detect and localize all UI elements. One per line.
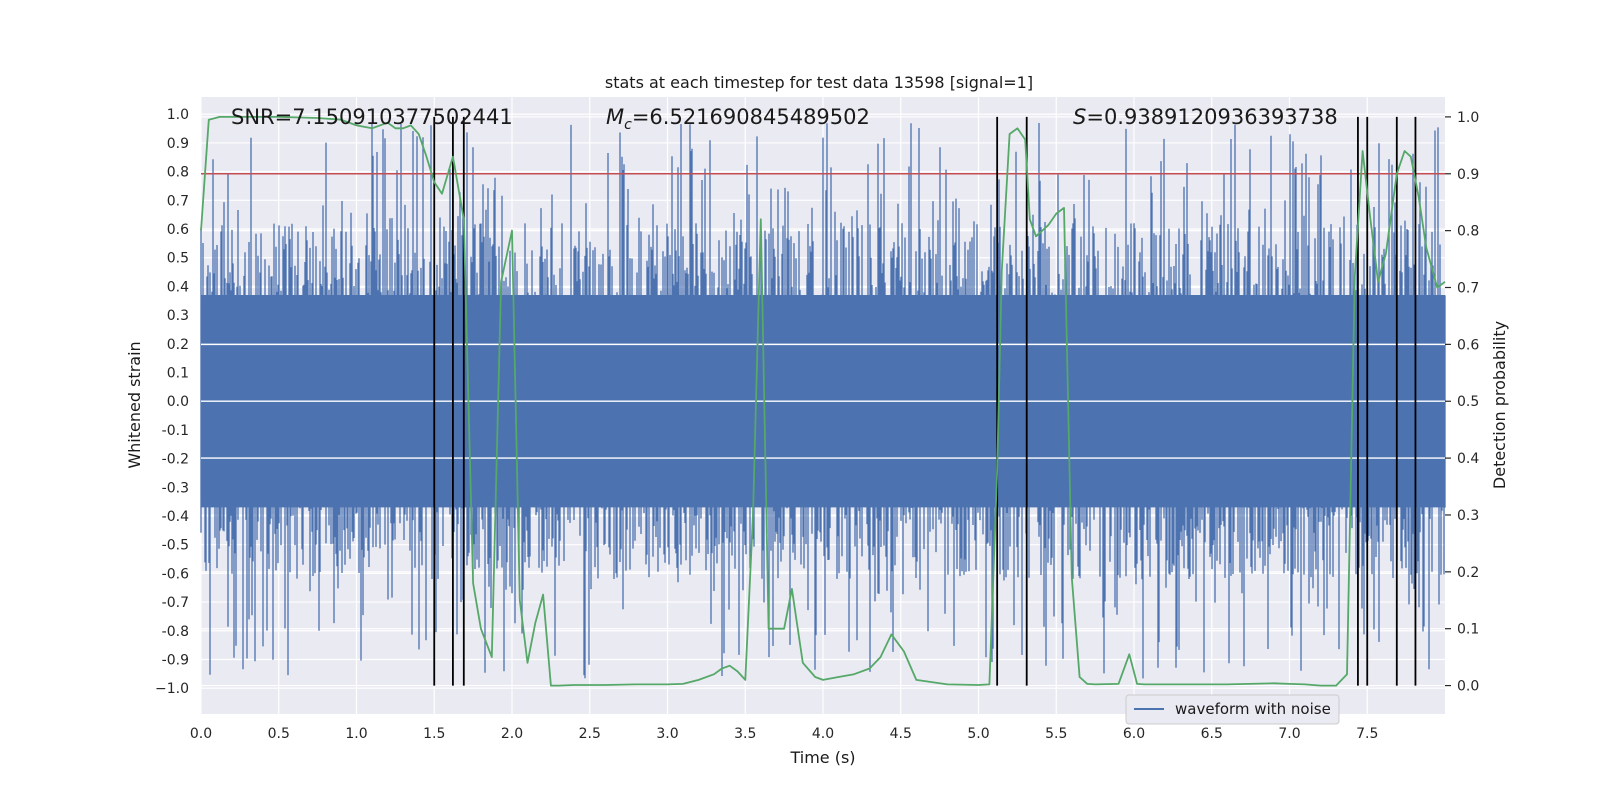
y-left-tick-label-14: -0.4 <box>162 509 189 525</box>
y-left-tick-label-15: -0.5 <box>162 538 189 554</box>
x-axis-ticks: 0.0 0.5 1.0 1.5 2.0 2.5 3.0 3.5 4.0 4.5 5.0 5.5 6.0 6… <box>190 726 1379 742</box>
y-left-tick-label-13: -0.3 <box>162 480 189 496</box>
vertical-marker-lines <box>433 116 1417 686</box>
x-tick-label-13: 6.5 <box>1201 726 1223 742</box>
x-tick-label-4: 2.0 <box>501 726 523 742</box>
annotation-chirp-mass-subscript: c <box>624 117 632 133</box>
annotation-chirp-mass-symbol: M <box>606 105 624 129</box>
y-right-tick-label-8: 0.2 <box>1457 565 1479 581</box>
annotation-snr: SNR=7.150910377502441 <box>231 105 513 129</box>
y-right-tick-label-5: 0.5 <box>1457 394 1479 410</box>
y-right-tick-label-6: 0.4 <box>1457 451 1479 467</box>
x-tick-label-15: 7.5 <box>1356 726 1378 742</box>
y-left-tick-label-1: 0.9 <box>167 136 189 152</box>
y-left-tick-label-17: -0.7 <box>162 595 189 611</box>
y-left-tick-label-3: 0.7 <box>167 193 189 209</box>
y-left-tick-label-8: 0.2 <box>167 337 189 353</box>
y-right-tick-label-3: 0.7 <box>1457 281 1479 297</box>
x-tick-label-14: 7.0 <box>1278 726 1300 742</box>
y-axis-right-ticks: 1.0 0.9 0.8 0.7 0.6 0.5 0.4 0.3 0.2 0.1 0.0 <box>1445 110 1479 695</box>
y-right-tick-label-4: 0.6 <box>1457 337 1479 353</box>
y-left-tick-label-5: 0.5 <box>167 251 189 267</box>
x-tick-label-8: 4.0 <box>812 726 834 742</box>
annotation-s-symbol: S <box>1073 105 1086 129</box>
x-tick-label-10: 5.0 <box>967 726 989 742</box>
y-right-tick-label-1: 0.9 <box>1457 167 1479 183</box>
legend-box <box>1125 694 1340 725</box>
y-left-tick-label-9: 0.1 <box>167 365 189 381</box>
x-axis-label: Time (s) <box>789 748 855 767</box>
y-axis-right-label: Detection probability <box>1490 321 1509 489</box>
x-tick-label-7: 3.5 <box>734 726 756 742</box>
y-left-tick-label-19: -0.9 <box>162 652 189 668</box>
x-tick-label-11: 5.5 <box>1045 726 1067 742</box>
annotation-s-score: S=0.9389120936393738 <box>1073 105 1338 129</box>
y-right-tick-label-7: 0.3 <box>1457 508 1479 524</box>
annotation-chirp-mass: Mc=6.521690845489502 <box>606 105 870 133</box>
x-tick-label-2: 1.0 <box>345 726 367 742</box>
x-tick-label-3: 1.5 <box>423 726 445 742</box>
x-tick-label-12: 6.0 <box>1123 726 1145 742</box>
annotation-s-value: =0.9389120936393738 <box>1086 105 1337 129</box>
y-left-tick-label-11: -0.1 <box>162 423 189 439</box>
y-right-tick-label-2: 0.8 <box>1457 224 1479 240</box>
y-left-tick-label-20: −1.0 <box>155 681 189 697</box>
x-tick-label-5: 2.5 <box>579 726 601 742</box>
y-left-tick-label-7: 0.3 <box>167 308 189 324</box>
y-left-tick-label-0: 1.0 <box>167 107 189 123</box>
y-axis-left-ticks: 1.0 0.9 0.8 0.7 0.6 0.5 0.4 0.3 0.2 0.1 0.0 -0.1 -0.… <box>155 107 189 697</box>
probability-line <box>200 116 1446 687</box>
annotation-chirp-mass-value: =6.521690845489502 <box>632 105 870 129</box>
legend-label-waveform: waveform with noise <box>1175 700 1331 718</box>
series-waveform-with-noise <box>200 123 1446 679</box>
x-tick-label-0: 0.0 <box>190 726 212 742</box>
y-left-tick-label-2: 0.8 <box>167 165 189 181</box>
y-right-tick-label-0: 1.0 <box>1457 110 1479 126</box>
y-left-tick-label-16: -0.6 <box>162 566 189 582</box>
y-left-tick-label-10: 0.0 <box>167 394 189 410</box>
y-right-tick-label-9: 0.1 <box>1457 622 1479 638</box>
x-tick-label-6: 3.0 <box>656 726 678 742</box>
y-right-tick-label-10: 0.0 <box>1457 679 1479 695</box>
chart-title: stats at each timestep for test data 135… <box>605 73 1033 92</box>
y-left-tick-label-4: 0.6 <box>167 222 189 238</box>
legend: waveform with noise <box>1125 694 1340 725</box>
y-axis-left-label: Whitened strain <box>125 341 144 468</box>
y-left-tick-label-6: 0.4 <box>167 279 189 295</box>
y-left-tick-label-12: -0.2 <box>162 452 189 468</box>
x-tick-label-9: 4.5 <box>890 726 912 742</box>
y-left-tick-label-18: -0.8 <box>162 624 189 640</box>
series-detection-probability <box>200 116 1446 687</box>
x-tick-label-1: 0.5 <box>268 726 290 742</box>
